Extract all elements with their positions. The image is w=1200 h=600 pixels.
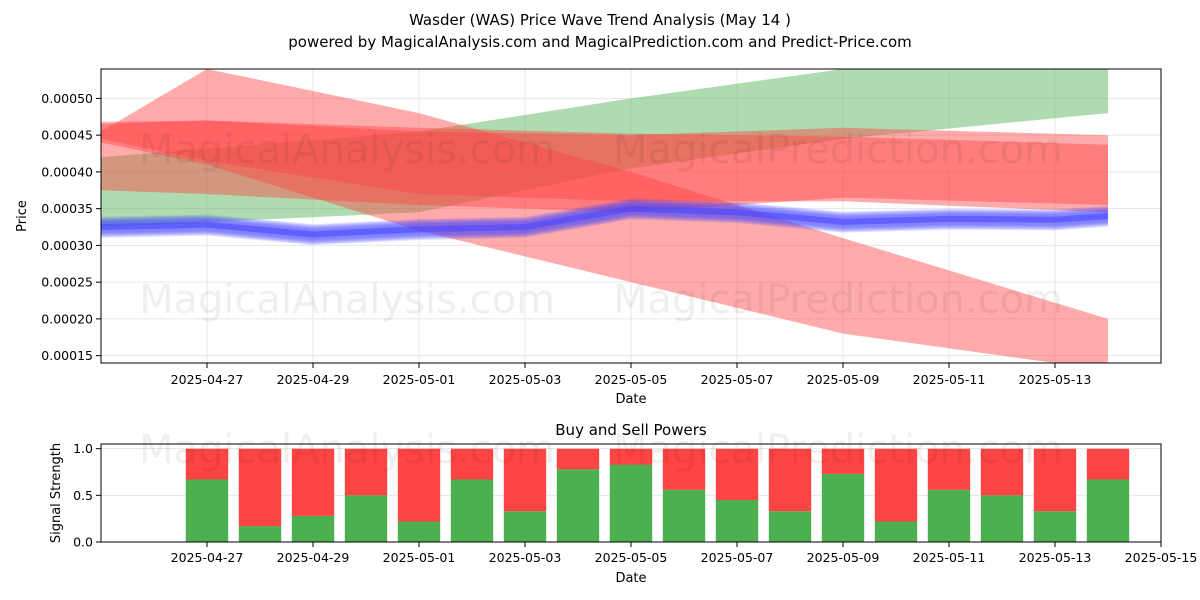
price-y-tick-label: 0.00040 <box>41 164 93 179</box>
price-x-tick-label: 2025-04-29 <box>277 372 350 387</box>
buy-power-bar <box>609 464 653 542</box>
price-x-tick-label: 2025-05-03 <box>489 372 562 387</box>
buy-power-bar <box>185 479 229 542</box>
signal-x-tick-label: 2025-05-13 <box>1019 550 1092 565</box>
price-x-axis: 2025-04-27 2025-04-29 2025-05-01 2025-05-03… <box>171 363 1092 387</box>
sell-power-bar <box>238 448 282 527</box>
price-y-tick-label: 0.00025 <box>41 275 93 290</box>
price-x-tick-label: 2025-05-01 <box>383 372 456 387</box>
sell-power-bar <box>609 448 653 465</box>
sell-power-bar <box>291 448 335 516</box>
buy-power-bar <box>503 511 547 542</box>
signal-bars <box>185 448 1130 542</box>
blue-wave-line <box>101 205 1109 238</box>
chart-title: Wasder (WAS) Price Wave Trend Analysis (… <box>409 11 791 29</box>
watermark-prediction-bottom: MagicalPrediction.com <box>613 427 1063 473</box>
buy-power-bar <box>874 521 918 542</box>
price-x-tick-label: 2025-05-05 <box>595 372 668 387</box>
sell-power-bar <box>503 448 547 512</box>
price-y-tick-label: 0.00045 <box>41 128 93 143</box>
price-watermarks: MagicalAnalysis.com MagicalPrediction.co… <box>139 127 1063 323</box>
price-x-axis-label: Date <box>615 392 646 407</box>
sell-power-bar <box>662 448 706 490</box>
signal-watermarks: MagicalAnalysis.com MagicalPrediction.co… <box>139 427 1063 473</box>
price-y-tick-label: 0.00035 <box>41 201 93 216</box>
buy-power-bar <box>980 495 1024 542</box>
sell-power-bar <box>344 448 388 496</box>
signal-y-axis: 0.0 0.5 1.0 <box>73 441 101 550</box>
buy-power-bar <box>556 469 600 542</box>
buy-power-bar <box>450 479 494 542</box>
price-x-tick-label: 2025-05-09 <box>807 372 880 387</box>
signal-x-axis-label: Date <box>615 571 646 586</box>
sell-power-bar <box>874 448 918 522</box>
watermark-analysis-top: MagicalAnalysis.com <box>139 127 555 173</box>
sell-power-bar <box>821 448 865 474</box>
chart-subtitle: powered by MagicalAnalysis.com and Magic… <box>288 33 912 51</box>
price-x-tick-label: 2025-05-11 <box>913 372 986 387</box>
sell-power-bar <box>185 448 229 480</box>
sell-power-bar <box>1086 448 1130 480</box>
buy-power-bar <box>662 489 706 542</box>
price-y-tick-label: 0.00050 <box>41 91 93 106</box>
signal-x-tick-label: 2025-05-05 <box>595 550 668 565</box>
price-y-tick-label: 0.00020 <box>41 311 93 326</box>
price-wave <box>101 198 1109 246</box>
sell-power-bar <box>397 448 441 522</box>
sell-power-bar <box>450 448 494 480</box>
signal-x-tick-label: 2025-05-09 <box>807 550 880 565</box>
price-x-tick-label: 2025-05-13 <box>1019 372 1092 387</box>
buy-power-bar <box>927 489 971 542</box>
buy-power-bar <box>397 521 441 542</box>
buy-power-bar <box>291 515 335 542</box>
buy-power-bar <box>821 473 865 542</box>
price-x-tick-label: 2025-05-07 <box>701 372 774 387</box>
signal-y-tick-label: 0.0 <box>73 535 93 550</box>
buy-power-bar <box>238 526 282 542</box>
watermark-prediction-mid: MagicalPrediction.com <box>613 277 1063 323</box>
sell-power-bar <box>715 448 759 500</box>
signal-x-tick-label: 2025-05-01 <box>383 550 456 565</box>
buy-power-bar <box>715 500 759 542</box>
price-y-tick-label: 0.00030 <box>41 238 93 253</box>
buy-power-bar <box>344 495 388 542</box>
signal-x-tick-label: 2025-04-29 <box>277 550 350 565</box>
signal-x-axis: 2025-04-27 2025-04-29 2025-05-01 2025-05-03… <box>171 542 1198 565</box>
signal-x-tick-label: 2025-05-03 <box>489 550 562 565</box>
signal-panel: Buy and Sell Powers MagicalAnalysis.com … <box>49 421 1197 586</box>
signal-panel-title: Buy and Sell Powers <box>555 421 707 439</box>
buy-power-bar <box>768 511 812 542</box>
sell-power-bar <box>768 448 812 512</box>
watermark-analysis-mid: MagicalAnalysis.com <box>139 277 555 323</box>
sell-power-bar <box>980 448 1024 496</box>
sell-power-bar <box>927 448 971 490</box>
price-y-tick-label: 0.00015 <box>41 348 93 363</box>
signal-x-tick-label: 2025-05-11 <box>913 550 986 565</box>
red-trend-band <box>101 120 1108 213</box>
red-trend-band <box>101 120 1108 213</box>
signal-y-axis-label: Signal Strength <box>49 443 64 543</box>
green-trend-band <box>101 69 1108 227</box>
sell-power-bar <box>556 448 600 470</box>
buy-power-bar <box>1033 511 1077 542</box>
signal-x-tick-label: 2025-04-27 <box>171 550 244 565</box>
signal-x-tick-label: 2025-05-15 <box>1125 550 1198 565</box>
price-panel: MagicalAnalysis.com MagicalPrediction.co… <box>15 68 1162 407</box>
price-x-tick-label: 2025-04-27 <box>171 372 244 387</box>
signal-y-tick-label: 1.0 <box>73 441 93 456</box>
price-y-axis-label: Price <box>15 200 30 232</box>
watermark-analysis-bottom: MagicalAnalysis.com <box>139 427 555 473</box>
buy-power-bar <box>1086 479 1130 542</box>
sell-power-bar <box>1033 448 1077 512</box>
signal-y-tick-label: 0.5 <box>73 488 93 503</box>
signal-x-tick-label: 2025-05-07 <box>701 550 774 565</box>
watermark-prediction-top: MagicalPrediction.com <box>613 127 1063 173</box>
price-y-axis: 0.00015 0.00020 0.00025 0.00030 0.00035 0.000… <box>41 91 101 363</box>
